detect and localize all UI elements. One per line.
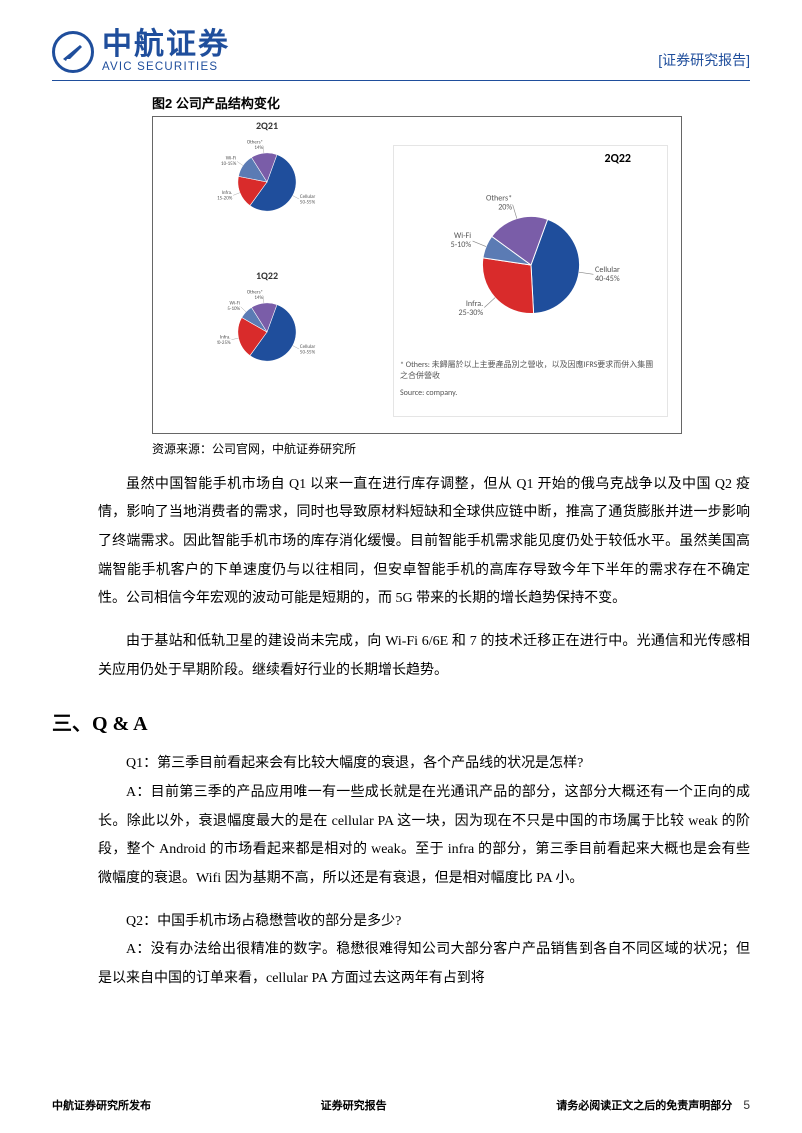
svg-text:14%: 14% [254, 144, 263, 150]
page-footer: 中航证券研究所发布 证券研究报告 请务必阅读正文之后的免责声明部分 5 [52, 1097, 750, 1113]
pie-2q22-title: 2Q22 [400, 152, 631, 166]
logo: 中航证券 AVIC SECURITIES [52, 30, 230, 74]
pie-2q21: 2Q21 Cellular50-55%Infra.15-20%Wi-Fi10-1… [157, 119, 377, 232]
page-number: 5 [743, 1098, 750, 1112]
svg-text:50-55%: 50-55% [300, 199, 316, 205]
svg-text:5-10%: 5-10% [227, 306, 240, 312]
qa-q1: Q1：第三季目前看起来会有比较大幅度的衰退，各个产品线的状况是怎样? [98, 750, 750, 779]
footer-left: 中航证券研究所发布 [52, 1097, 151, 1113]
svg-text:10-15%: 10-15% [221, 160, 237, 166]
pie-2q22: 2Q22 Cellular40-45%Infra.25-30%Wi-Fi5-10… [393, 145, 668, 417]
chart-container: 2Q21 Cellular50-55%Infra.15-20%Wi-Fi10-1… [152, 116, 682, 434]
qa-a2: A：没有办法给出很精准的数字。稳懋很难得知公司大部分客户产品销售到各自不同区域的… [98, 936, 750, 993]
svg-text:20-25%: 20-25% [217, 339, 231, 345]
qa-a1: A：目前第三季的产品应用唯一有一些成长就是在光通讯产品的部分，这部分大概还有一个… [98, 779, 750, 894]
svg-text:25-30%: 25-30% [458, 307, 483, 317]
svg-text:50-55%: 50-55% [300, 349, 316, 355]
svg-text:5-10%: 5-10% [450, 239, 471, 249]
svg-text:15-20%: 15-20% [217, 195, 233, 201]
svg-text:14%: 14% [254, 294, 263, 300]
chart-footnote-2: Source: company. [400, 388, 661, 399]
footer-mid: 证券研究报告 [321, 1097, 387, 1113]
figure-title: 图2 公司产品结构变化 [152, 93, 750, 112]
section-3-title: 三、Q & A [52, 707, 750, 736]
pie-2q21-title: 2Q21 [157, 119, 377, 132]
paragraph-1: 虽然中国智能手机市场自 Q1 以来一直在进行库存调整，但从 Q1 开始的俄乌克战… [98, 471, 750, 614]
qa-q2: Q2：中国手机市场占稳懋营收的部分是多少? [98, 908, 750, 937]
svg-text:20%: 20% [498, 202, 512, 212]
chart-footnote-1: * Others: 未歸屬於以上主要產品別之營收，以及因應IFRS要求而併入集團… [400, 360, 661, 382]
paragraph-2: 由于基站和低轨卫星的建设尚未完成，向 Wi-Fi 6/6E 和 7 的技术迁移正… [98, 628, 750, 685]
svg-text:40-45%: 40-45% [595, 273, 620, 283]
figure-source: 资源来源：公司官网，中航证券研究所 [152, 440, 750, 457]
footer-right: 请务必阅读正文之后的免责声明部分 [556, 1100, 732, 1112]
logo-icon [52, 31, 94, 73]
report-type-label: [证券研究报告] [658, 50, 750, 70]
page-header: 中航证券 AVIC SECURITIES [证券研究报告] [52, 30, 750, 81]
pie-1q22-title: 1Q22 [157, 269, 377, 282]
logo-text-cn: 中航证券 [102, 30, 230, 60]
logo-text-en: AVIC SECURITIES [102, 62, 230, 74]
pie-1q22: 1Q22 Cellular50-55%Infra.20-25%Wi-Fi5-10… [157, 269, 377, 382]
